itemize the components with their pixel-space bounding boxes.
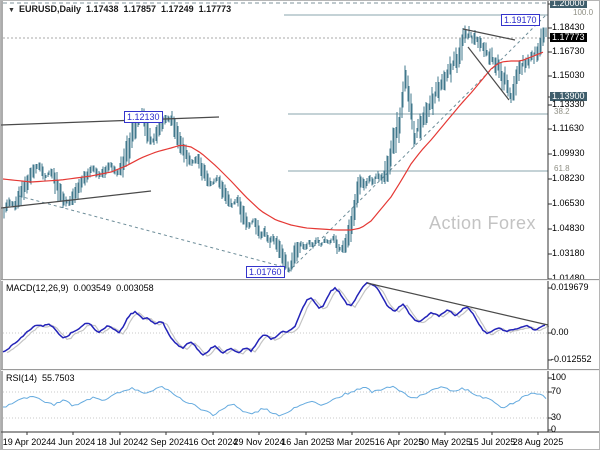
macd-signal-line bbox=[6, 283, 550, 357]
macd-main-line bbox=[2, 281, 546, 356]
moving-average-line bbox=[2, 51, 544, 231]
pullback-lower-trendline bbox=[467, 46, 510, 101]
axis-ticks bbox=[26, 3, 552, 435]
rsi-line bbox=[2, 385, 547, 417]
upper-channel-trendline bbox=[1, 116, 220, 126]
pullback-upper-trendline bbox=[462, 28, 516, 41]
lower-channel-trendline bbox=[1, 190, 152, 209]
dashed-uptrend-line bbox=[287, 14, 547, 273]
macd-trendline bbox=[366, 282, 549, 326]
candlestick-series bbox=[3, 25, 547, 273]
dashed-downtrend-line bbox=[18, 195, 285, 268]
